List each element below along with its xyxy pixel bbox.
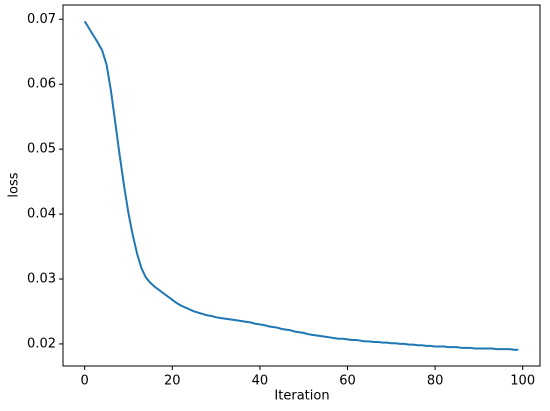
y-tick-label: 0.05 bbox=[27, 142, 56, 157]
x-tick-label: 20 bbox=[164, 374, 181, 389]
y-tick-label: 0.03 bbox=[27, 271, 56, 286]
line bbox=[83, 20, 519, 351]
x-tick-label: 60 bbox=[339, 374, 356, 389]
x-tick-label: 100 bbox=[510, 374, 535, 389]
plot-frame bbox=[62, 4, 541, 367]
x-tick-label: 0 bbox=[81, 374, 89, 389]
y-tick-label: 0.02 bbox=[27, 336, 56, 351]
y-tick-label: 0.07 bbox=[27, 12, 56, 27]
y-tick-label: 0.06 bbox=[27, 77, 56, 92]
y-axis-label: loss bbox=[7, 172, 22, 197]
y-tick-label: 0.04 bbox=[27, 207, 56, 222]
x-tick-label: 80 bbox=[427, 374, 444, 389]
x-axis-label: Iteration bbox=[274, 389, 329, 404]
x-tick-label: 40 bbox=[252, 374, 269, 389]
